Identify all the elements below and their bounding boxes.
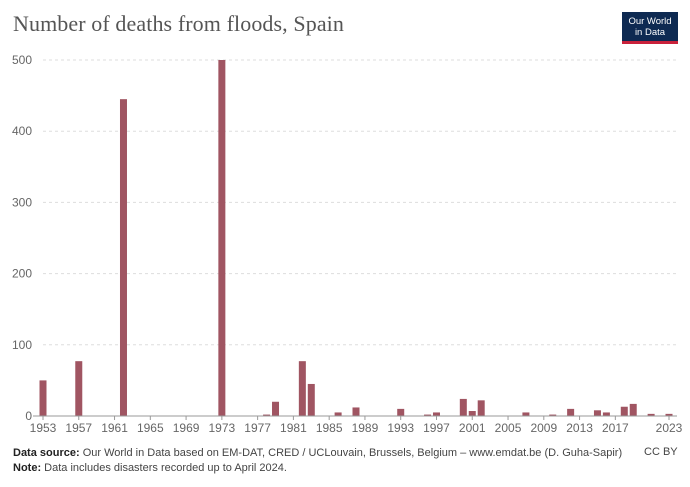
bar — [307, 383, 315, 416]
bar — [477, 400, 485, 416]
x-tick-label: 1993 — [387, 421, 414, 435]
bar — [567, 408, 575, 416]
bar — [75, 361, 83, 416]
source-label: Data source: — [13, 447, 80, 459]
x-tick-label: 1977 — [244, 421, 271, 435]
bar — [593, 410, 601, 416]
bar — [272, 401, 280, 416]
y-tick-label: 500 — [12, 53, 32, 67]
bar — [459, 398, 467, 416]
bar — [549, 414, 557, 416]
license-link[interactable]: CC BY — [644, 446, 678, 458]
bar — [602, 412, 610, 416]
x-tick-label: 1957 — [65, 421, 92, 435]
bar — [424, 414, 432, 416]
source-text: Our World in Data based on EM-DAT, CRED … — [82, 447, 623, 459]
y-tick-label: 0 — [25, 409, 32, 423]
bar — [39, 380, 47, 416]
footer: Data source: Our World in Data based on … — [13, 446, 622, 476]
note-label: Note: — [13, 462, 42, 474]
y-tick-label: 200 — [12, 267, 32, 281]
x-tick-label: 1973 — [209, 421, 236, 435]
bar — [665, 413, 673, 416]
bar — [298, 361, 306, 416]
x-tick-label: 1997 — [423, 421, 450, 435]
bar — [629, 403, 637, 416]
source-line: Data source: Our World in Data based on … — [13, 446, 622, 461]
bar — [334, 412, 342, 416]
bar — [647, 413, 655, 416]
x-tick-label: 1981 — [280, 421, 307, 435]
bar — [218, 60, 226, 416]
bar — [263, 414, 271, 416]
bar — [468, 411, 476, 416]
owid-logo[interactable]: Our World in Data — [622, 12, 678, 44]
bar — [522, 412, 530, 416]
logo-line-1: Our World — [628, 16, 672, 27]
x-tick-label: 2009 — [530, 421, 557, 435]
x-tick-label: 1953 — [30, 421, 57, 435]
x-tick-label: 2005 — [495, 421, 522, 435]
x-tick-label: 2001 — [459, 421, 486, 435]
bar — [119, 99, 127, 416]
x-tick-label: 2013 — [566, 421, 593, 435]
bar — [432, 412, 440, 416]
y-tick-label: 300 — [12, 195, 32, 209]
x-tick-label: 1989 — [352, 421, 379, 435]
x-tick-label: 1965 — [137, 421, 164, 435]
bar-chart: 0 100 200 300 400 500 1953 1957 1961 1965 1969 1973… — [12, 53, 683, 435]
logo-line-2: in Data — [634, 27, 666, 38]
x-tick-label: 1985 — [316, 421, 343, 435]
note-line: Note: Data includes disasters recorded u… — [13, 461, 622, 476]
bar — [620, 406, 628, 416]
y-tick-label: 100 — [12, 338, 32, 352]
x-tick-label: 1961 — [101, 421, 128, 435]
x-tick-label: 2023 — [656, 421, 683, 435]
note-text: Data includes disasters recorded up to A… — [44, 462, 287, 474]
chart-title: Number of deaths from floods, Spain — [13, 11, 344, 36]
bar — [397, 408, 405, 416]
y-tick-label: 400 — [12, 124, 32, 138]
bar — [352, 407, 360, 416]
x-tick-label: 2017 — [602, 421, 629, 435]
x-tick-label: 1969 — [173, 421, 200, 435]
